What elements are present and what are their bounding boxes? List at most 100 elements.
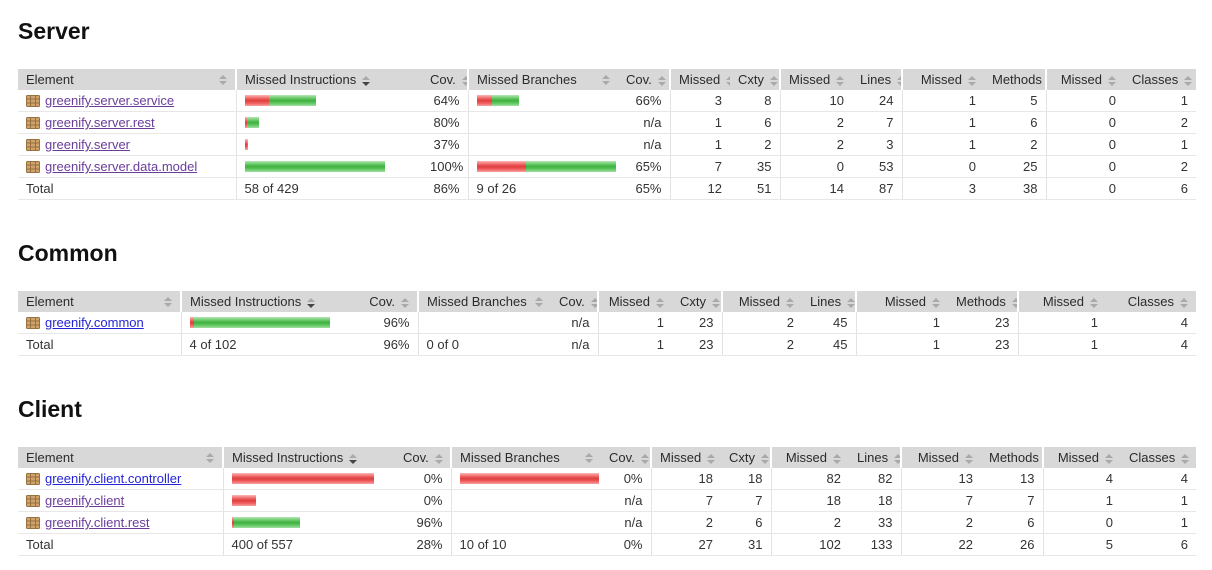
column-header-cov[interactable]: Cov. (601, 447, 651, 468)
table-row: greenify.client 0% n/a 7 7 18 18 7 7 1 1 (18, 489, 1196, 512)
total-cell-missed-instructions: 4 of 102 (180, 333, 352, 356)
cell-missed: 2 (779, 111, 852, 134)
package-icon (26, 139, 40, 151)
column-header-label: Methods (992, 72, 1042, 87)
bar-green-segment (268, 95, 316, 106)
total-cell-missed: 1 (1017, 333, 1106, 356)
column-header-missed[interactable]: Missed (597, 291, 672, 312)
column-header-lines[interactable]: Lines (802, 291, 856, 312)
column-header-methods[interactable]: Methods (981, 447, 1043, 468)
coverage-table-client: Element Missed Instructions Cov. Missed Bra… (18, 447, 1196, 556)
package-link[interactable]: greenify.server.rest (45, 115, 155, 130)
column-header-cov[interactable]: Cov. (618, 69, 670, 90)
cell-missed: 1 (901, 90, 984, 112)
column-header-missed[interactable]: Missed (779, 69, 852, 90)
column-header-cxty[interactable]: Cxty (721, 447, 771, 468)
total-cell-classes: 4 (1106, 333, 1196, 356)
bar-red-segment (244, 117, 247, 128)
section-client: Client Element Missed Instructions Cov. Mis… (18, 396, 1198, 556)
column-header-label: Missed (1042, 294, 1084, 309)
cell-cov: n/a (601, 511, 651, 534)
column-header-element[interactable]: Element (18, 291, 181, 312)
cell-classes: 1 (1121, 511, 1196, 534)
coverage-bar (244, 117, 421, 128)
column-header-missed[interactable]: Missed (669, 69, 730, 90)
column-header-element[interactable]: Element (18, 69, 236, 90)
column-header-missed-branches[interactable]: Missed Branches (467, 69, 618, 90)
package-link[interactable]: greenify.client (45, 493, 125, 508)
column-header-missed-instructions[interactable]: Missed Instructions (222, 447, 395, 468)
column-header-missed-instructions[interactable]: Missed Instructions (180, 291, 352, 312)
sort-icon (932, 297, 940, 308)
sort-icon (640, 453, 649, 464)
column-header-label: Methods (956, 294, 1006, 309)
column-header-missed[interactable]: Missed (770, 447, 849, 468)
total-cell-cov: 65% (618, 177, 670, 200)
sort-icon (761, 453, 769, 464)
package-link[interactable]: greenify.client.rest (45, 515, 150, 530)
column-header-lines[interactable]: Lines (849, 447, 901, 468)
column-header-methods[interactable]: Methods (948, 291, 1018, 312)
total-cell-lines: 45 (802, 333, 856, 356)
column-header-missed[interactable]: Missed (855, 291, 948, 312)
column-header-missed[interactable]: Missed (1017, 291, 1106, 312)
column-header-missed-branches[interactable]: Missed Branches (417, 291, 551, 312)
column-header-element[interactable]: Element (18, 447, 223, 468)
section-title: Server (18, 18, 90, 44)
package-link[interactable]: greenify.server.service (45, 93, 175, 108)
package-link[interactable]: greenify.common (45, 315, 144, 330)
column-header-missed[interactable]: Missed (650, 447, 721, 468)
column-header-missed-branches[interactable]: Missed Branches (450, 447, 601, 468)
total-cell-missed: 12 (669, 177, 730, 200)
column-header-cxty[interactable]: Cxty (672, 291, 722, 312)
cell-methods: 7 (981, 489, 1043, 512)
column-header-label: Lines (810, 294, 842, 309)
column-header-classes[interactable]: Classes (1124, 69, 1196, 90)
column-header-cov[interactable]: Cov. (551, 291, 598, 312)
sort-icon (1090, 297, 1098, 308)
coverage-bar (231, 495, 394, 506)
cell-missed-instructions (235, 155, 422, 178)
column-header-cov[interactable]: Cov. (395, 447, 451, 468)
header-row: Element Missed Instructions Cov. Missed Bra… (18, 447, 1196, 468)
cell-element: greenify.server.rest (18, 111, 236, 134)
cell-missed: 1 (855, 312, 948, 334)
column-header-missed[interactable]: Missed (900, 447, 981, 468)
column-header-classes[interactable]: Classes (1121, 447, 1196, 468)
cell-element: greenify.client.rest (18, 511, 223, 534)
coverage-bar (476, 95, 617, 106)
sort-icon (307, 297, 316, 308)
column-header-missed[interactable]: Missed (1045, 69, 1124, 90)
column-header-missed[interactable]: Missed (721, 291, 802, 312)
column-header-missed-instructions[interactable]: Missed Instructions (235, 69, 422, 90)
column-header-lines[interactable]: Lines (852, 69, 902, 90)
cell-methods: 5 (984, 90, 1046, 112)
cell-missed-branches (450, 489, 601, 512)
cell-cov: 96% (352, 312, 418, 334)
sort-icon (965, 453, 973, 464)
column-header-missed[interactable]: Missed (901, 69, 984, 90)
column-header-cov[interactable]: Cov. (422, 69, 468, 90)
bar-green-segment (491, 95, 519, 106)
sort-icon (726, 75, 730, 86)
total-cell-cxty: 31 (721, 533, 771, 556)
column-header-cov[interactable]: Cov. (352, 291, 418, 312)
package-link[interactable]: greenify.client.controller (45, 471, 182, 486)
cell-cxty: 8 (730, 90, 780, 112)
sort-icon (894, 453, 901, 464)
package-link[interactable]: greenify.server (45, 137, 131, 152)
column-header-missed[interactable]: Missed (1042, 447, 1121, 468)
column-header-classes[interactable]: Classes (1106, 291, 1196, 312)
cell-missed: 0 (1045, 90, 1124, 112)
cell-cov: 0% (395, 468, 451, 490)
column-header-cxty[interactable]: Cxty (730, 69, 780, 90)
total-cell-cov: 28% (395, 533, 451, 556)
cell-missed: 2 (779, 133, 852, 156)
column-header-label: Cov. (626, 72, 652, 87)
package-link[interactable]: greenify.server.data.model (45, 159, 198, 174)
column-header-label: Missed (789, 72, 831, 87)
section-title: Common (18, 240, 118, 266)
cell-lines: 7 (852, 111, 902, 134)
cell-methods: 25 (984, 155, 1046, 178)
column-header-methods[interactable]: Methods (984, 69, 1046, 90)
